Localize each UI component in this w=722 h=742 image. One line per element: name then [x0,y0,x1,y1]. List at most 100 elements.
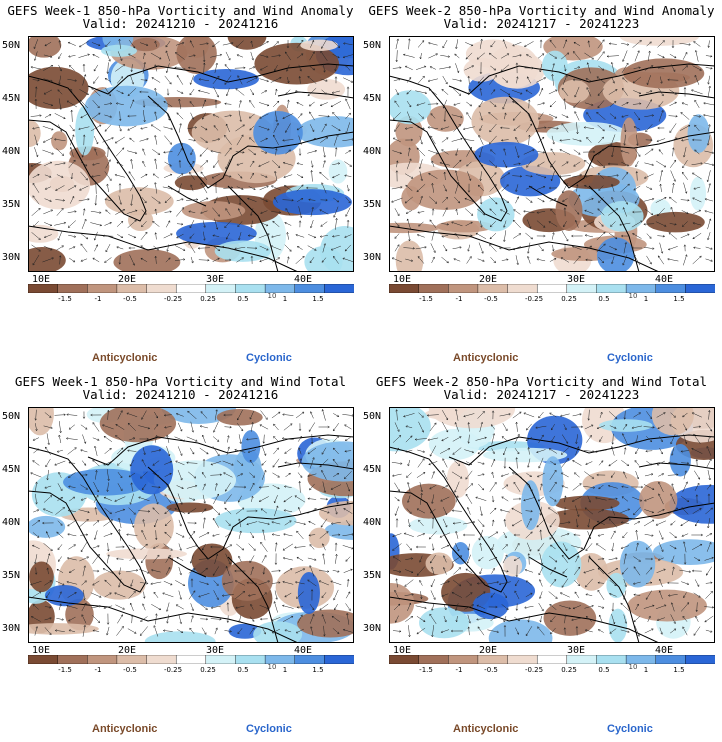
wind-vector [259,496,269,502]
colorbar-label: 1.5 [673,295,685,303]
wind-vector [526,54,532,58]
wind-vector [428,150,439,155]
wind-vector [536,211,546,214]
wind-vector [67,557,77,561]
wind-vector [198,258,210,262]
wind-vector [225,553,231,565]
wind-vector [621,485,629,489]
wind-vector [491,433,496,445]
wind-vector [163,101,173,107]
wind-vector [142,603,146,611]
colorbar-swatch [57,655,88,664]
wind-vector [262,434,266,444]
wind-vector [58,471,62,478]
wind-vector [442,470,448,480]
anticyclonic-vorticity-area [436,220,494,233]
wind-vector [548,221,558,227]
wind-vector [321,447,327,455]
wind-vector [463,138,475,141]
wind-vector [66,413,78,416]
wind-vector [251,495,254,502]
wind-vector [237,495,242,503]
wind-vector [234,485,247,489]
wind-vector [163,629,173,632]
wind-vector [611,613,616,625]
wind-vector [67,519,77,527]
wind-vector [431,625,434,638]
wind-vector [645,138,653,142]
wind-vector [442,458,448,468]
wind-vector [235,605,245,609]
cyclonic-vorticity-area [28,515,66,538]
wind-vector [430,113,436,119]
wind-vector [394,496,400,502]
wind-vector [392,533,402,538]
wind-vector [585,78,593,82]
wind-vector [632,233,642,239]
wind-vector [466,580,472,586]
wind-vector [707,85,711,98]
wind-vector [441,137,449,143]
wind-vector [309,483,315,491]
wind-vector [571,234,583,238]
wind-vector [176,198,184,202]
wind-vector [406,111,412,121]
wind-vector [163,173,173,178]
wind-vector [607,174,619,177]
wind-vector [286,64,290,72]
wind-vector [669,223,677,226]
panel-title: GEFS Week-2 850-hPa Vorticity and Wind A… [368,3,715,18]
wind-vector [645,186,653,190]
wind-vector [586,435,592,443]
wind-vector [417,126,425,130]
cyclonic-vorticity-area [214,508,297,534]
wind-vector [222,42,234,46]
wind-vector [175,52,185,60]
wind-vector [559,521,571,525]
wind-vector [670,412,676,418]
panel-valid-dates: Valid: 20241210 - 20241216 [82,16,279,31]
wind-vector [283,495,293,503]
wind-vector [489,482,497,492]
wind-vector [34,626,38,636]
wind-vector [105,159,111,169]
wind-vector [45,592,51,599]
wind-vector [667,473,679,476]
wind-vector [658,530,664,540]
wind-vector [283,568,293,574]
wind-vector [116,102,124,105]
colorbar-swatch [655,284,687,293]
wind-vector [500,126,510,130]
wind-vector [298,206,303,218]
wind-vector [537,626,545,636]
colorbar-swatch [536,284,568,293]
wind-vector [536,518,546,528]
wind-vector [407,482,411,492]
wind-vector [405,557,413,560]
wind-vector [285,89,291,95]
cyclonic-vorticity-area [214,240,271,262]
wind-vector [536,234,546,238]
wind-vector [501,258,509,261]
panel-week2-anomaly: GEFS Week-2 850-hPa Vorticity and Wind A… [361,0,722,371]
wind-vector [463,126,475,131]
wind-vector [668,232,678,240]
wind-vector [635,171,639,181]
wind-vector [80,473,88,477]
lat-label-45n: 45N [363,464,382,475]
wind-vector [90,413,102,417]
wind-vector [512,54,522,58]
wind-vector [691,412,702,418]
wind-vector [104,198,112,202]
panel-valid-dates: Valid: 20241217 - 20241223 [443,387,640,402]
wind-vector [250,566,254,576]
wind-vector [213,160,219,168]
wind-vector [259,54,269,58]
wind-vector [33,604,39,610]
wind-vector [166,88,170,96]
wind-vector [82,134,86,146]
anticyclonic-vorticity-area [563,175,620,190]
wind-vector [679,43,691,46]
wind-vector [419,195,423,204]
wind-vector [598,484,604,490]
